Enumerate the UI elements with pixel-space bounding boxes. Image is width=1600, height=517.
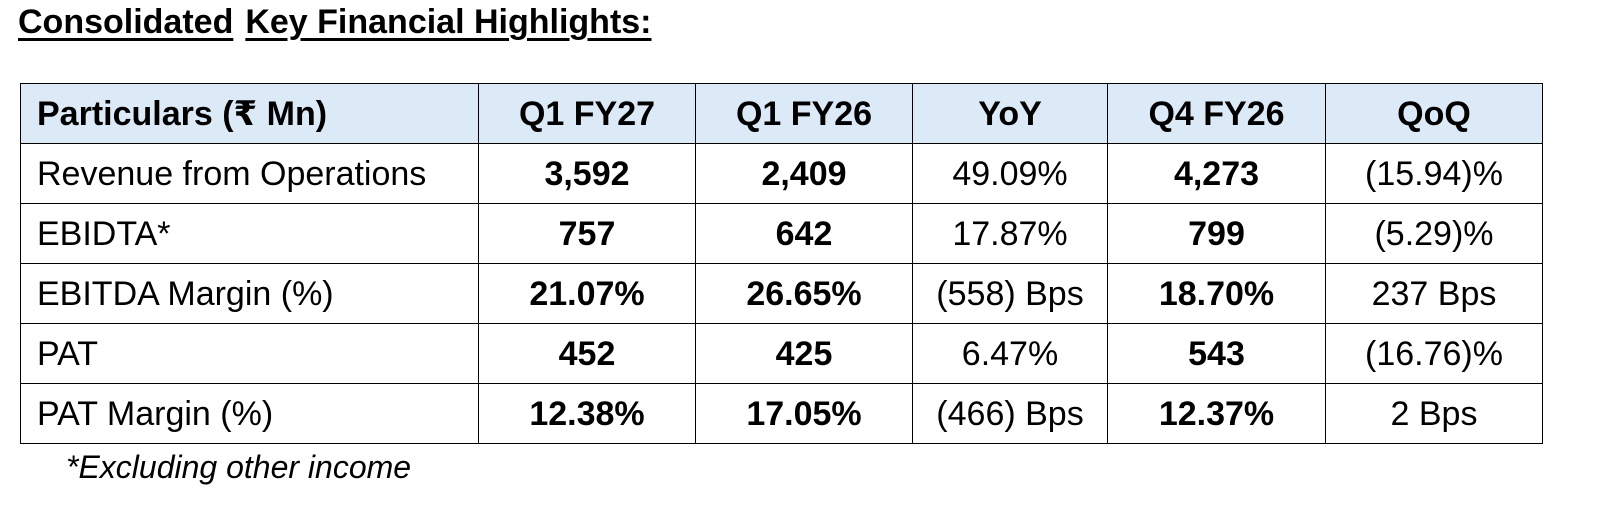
row-label: Revenue from Operations [20, 143, 479, 204]
cell-qoq: 2 Bps [1325, 383, 1543, 444]
cell-q1-fy26: 17.05% [695, 383, 913, 444]
cell-yoy: (466) Bps [912, 383, 1108, 444]
column-header-q1-fy26: Q1 FY26 [695, 83, 913, 144]
table-row: EBITDA Margin (%) 21.07% 26.65% (558) Bp… [20, 263, 1543, 324]
cell-q1-fy27: 3,592 [478, 143, 696, 204]
cell-q4-fy26: 543 [1107, 323, 1326, 384]
cell-q1-fy27: 757 [478, 203, 696, 264]
cell-q1-fy27: 452 [478, 323, 696, 384]
cell-q1-fy27: 12.38% [478, 383, 696, 444]
cell-qoq: (16.76)% [1325, 323, 1543, 384]
column-header-q4-fy26: Q4 FY26 [1107, 83, 1326, 144]
column-header-qoq: QoQ [1325, 83, 1543, 144]
row-label: PAT [20, 323, 479, 384]
cell-q4-fy26: 799 [1107, 203, 1326, 264]
column-header-yoy: YoY [912, 83, 1108, 144]
cell-yoy: 49.09% [912, 143, 1108, 204]
cell-yoy: (558) Bps [912, 263, 1108, 324]
title-key-financial-highlights: Key Financial Highlights: [245, 3, 652, 41]
row-label: PAT Margin (%) [20, 383, 479, 444]
cell-q4-fy26: 18.70% [1107, 263, 1326, 324]
title-consolidated: Consolidated [18, 3, 234, 41]
cell-yoy: 6.47% [912, 323, 1108, 384]
table-row: PAT 452 425 6.47% 543 (16.76)% [20, 323, 1543, 384]
row-label: EBITDA Margin (%) [20, 263, 479, 324]
cell-q1-fy26: 26.65% [695, 263, 913, 324]
row-label: EBIDTA* [20, 203, 479, 264]
cell-q1-fy26: 2,409 [695, 143, 913, 204]
table-row: Revenue from Operations 3,592 2,409 49.0… [20, 143, 1543, 204]
column-header-q1-fy27: Q1 FY27 [478, 83, 696, 144]
table-row: EBIDTA* 757 642 17.87% 799 (5.29)% [20, 203, 1543, 264]
financial-highlights-table: Particulars (₹ Mn) Q1 FY27 Q1 FY26 YoY Q… [20, 83, 1543, 444]
cell-q4-fy26: 12.37% [1107, 383, 1326, 444]
cell-qoq: 237 Bps [1325, 263, 1543, 324]
cell-q1-fy26: 642 [695, 203, 913, 264]
table-row: PAT Margin (%) 12.38% 17.05% (466) Bps 1… [20, 383, 1543, 444]
table-header-row: Particulars (₹ Mn) Q1 FY27 Q1 FY26 YoY Q… [20, 83, 1543, 144]
column-header-particulars: Particulars (₹ Mn) [20, 83, 479, 144]
footnote: *Excluding other income [66, 449, 412, 485]
page-title: Consolidated Key Financial Highlights: [18, 0, 652, 44]
cell-qoq: (5.29)% [1325, 203, 1543, 264]
cell-qoq: (15.94)% [1325, 143, 1543, 204]
cell-q1-fy26: 425 [695, 323, 913, 384]
cell-yoy: 17.87% [912, 203, 1108, 264]
cell-q4-fy26: 4,273 [1107, 143, 1326, 204]
cell-q1-fy27: 21.07% [478, 263, 696, 324]
